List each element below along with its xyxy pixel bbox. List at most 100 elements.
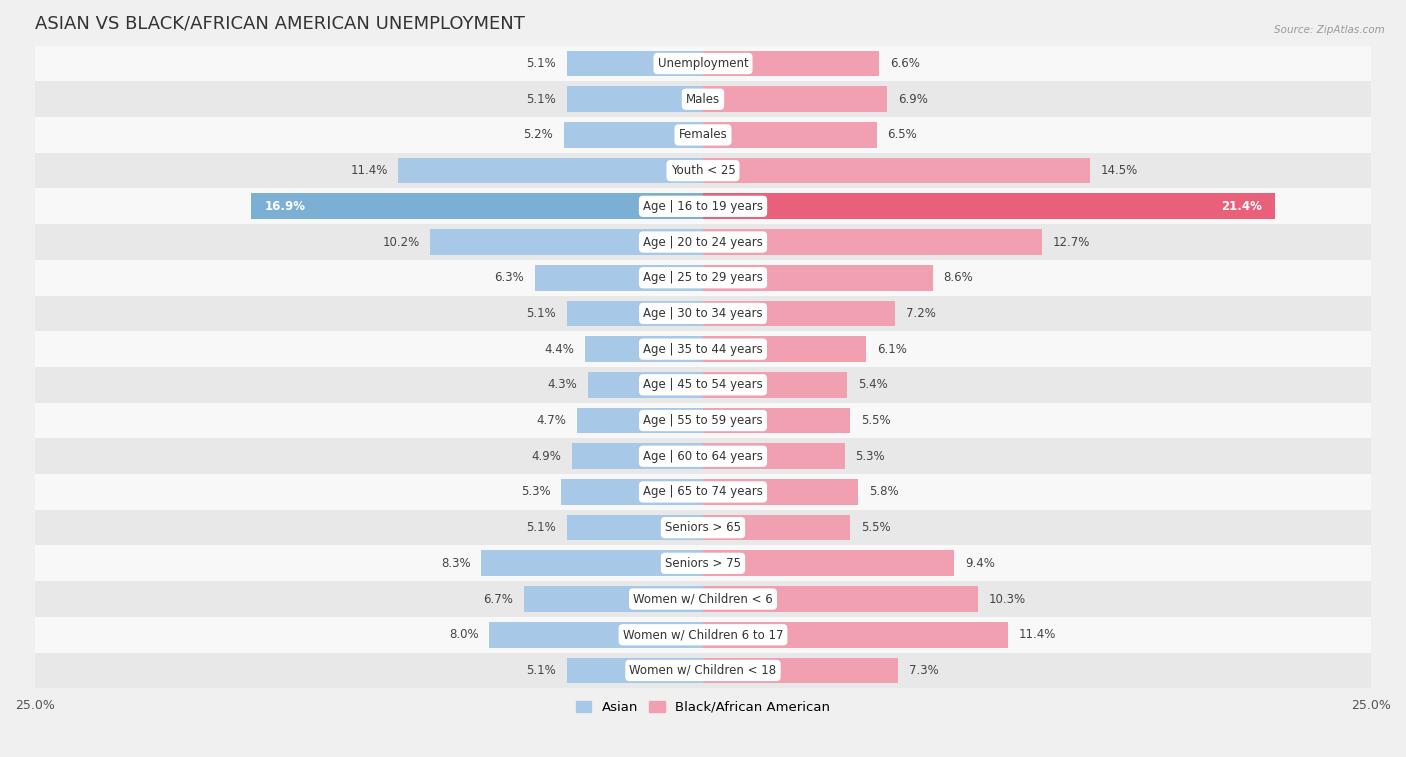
Bar	[572, 444, 703, 469]
Text: 8.6%: 8.6%	[943, 271, 973, 284]
Bar	[35, 260, 1371, 295]
Bar	[703, 336, 866, 362]
Text: 6.1%: 6.1%	[877, 343, 907, 356]
Text: 8.0%: 8.0%	[449, 628, 478, 641]
Text: 5.1%: 5.1%	[526, 307, 555, 320]
Text: Age | 35 to 44 years: Age | 35 to 44 years	[643, 343, 763, 356]
Text: 6.7%: 6.7%	[484, 593, 513, 606]
Bar	[703, 408, 851, 434]
Bar	[703, 658, 898, 684]
Text: Youth < 25: Youth < 25	[671, 164, 735, 177]
Bar	[588, 372, 703, 397]
Text: Women w/ Children < 6: Women w/ Children < 6	[633, 593, 773, 606]
Text: 5.5%: 5.5%	[860, 414, 890, 427]
Text: 6.5%: 6.5%	[887, 129, 917, 142]
Bar	[703, 479, 858, 505]
Text: 5.3%: 5.3%	[522, 485, 551, 498]
Bar	[35, 295, 1371, 332]
Bar	[703, 86, 887, 112]
Bar	[35, 653, 1371, 688]
Text: 4.3%: 4.3%	[548, 378, 578, 391]
Bar	[567, 515, 703, 540]
Text: Source: ZipAtlas.com: Source: ZipAtlas.com	[1274, 25, 1385, 35]
Text: 5.5%: 5.5%	[860, 521, 890, 534]
Text: Seniors > 75: Seniors > 75	[665, 557, 741, 570]
Text: 5.3%: 5.3%	[855, 450, 884, 463]
Bar	[252, 194, 703, 220]
Text: 9.4%: 9.4%	[965, 557, 995, 570]
Text: 4.4%: 4.4%	[546, 343, 575, 356]
Text: Unemployment: Unemployment	[658, 57, 748, 70]
Bar	[585, 336, 703, 362]
Text: Seniors > 65: Seniors > 65	[665, 521, 741, 534]
Text: 6.3%: 6.3%	[495, 271, 524, 284]
Text: Age | 16 to 19 years: Age | 16 to 19 years	[643, 200, 763, 213]
Text: Women w/ Children 6 to 17: Women w/ Children 6 to 17	[623, 628, 783, 641]
Bar	[567, 86, 703, 112]
Bar	[703, 550, 955, 576]
Text: 10.3%: 10.3%	[988, 593, 1026, 606]
Text: Age | 65 to 74 years: Age | 65 to 74 years	[643, 485, 763, 498]
Text: 5.2%: 5.2%	[523, 129, 554, 142]
Bar	[703, 622, 1008, 647]
Bar	[35, 509, 1371, 546]
Text: 5.1%: 5.1%	[526, 92, 555, 106]
Bar	[703, 301, 896, 326]
Bar	[35, 617, 1371, 653]
Text: 5.4%: 5.4%	[858, 378, 887, 391]
Bar	[703, 265, 932, 291]
Bar	[703, 122, 877, 148]
Text: Age | 60 to 64 years: Age | 60 to 64 years	[643, 450, 763, 463]
Bar	[567, 658, 703, 684]
Text: 7.3%: 7.3%	[908, 664, 939, 677]
Bar	[35, 367, 1371, 403]
Text: Age | 55 to 59 years: Age | 55 to 59 years	[643, 414, 763, 427]
Text: Women w/ Children < 18: Women w/ Children < 18	[630, 664, 776, 677]
Bar	[35, 188, 1371, 224]
Bar	[35, 45, 1371, 81]
Text: Females: Females	[679, 129, 727, 142]
Bar	[561, 479, 703, 505]
Text: 14.5%: 14.5%	[1101, 164, 1139, 177]
Bar	[703, 157, 1091, 183]
Text: 4.7%: 4.7%	[537, 414, 567, 427]
Bar	[578, 408, 703, 434]
Text: 7.2%: 7.2%	[905, 307, 936, 320]
Bar	[35, 153, 1371, 188]
Bar	[35, 332, 1371, 367]
Text: 21.4%: 21.4%	[1220, 200, 1261, 213]
Text: 10.2%: 10.2%	[382, 235, 420, 248]
Text: 16.9%: 16.9%	[264, 200, 305, 213]
Bar	[430, 229, 703, 255]
Bar	[703, 586, 979, 612]
Text: Age | 30 to 34 years: Age | 30 to 34 years	[643, 307, 763, 320]
Text: 4.9%: 4.9%	[531, 450, 561, 463]
Bar	[481, 550, 703, 576]
Bar	[35, 403, 1371, 438]
Text: 11.4%: 11.4%	[350, 164, 388, 177]
Text: Age | 20 to 24 years: Age | 20 to 24 years	[643, 235, 763, 248]
Text: Males: Males	[686, 92, 720, 106]
Bar	[703, 51, 879, 76]
Bar	[703, 372, 848, 397]
Text: Age | 25 to 29 years: Age | 25 to 29 years	[643, 271, 763, 284]
Bar	[489, 622, 703, 647]
Bar	[35, 117, 1371, 153]
Text: 5.1%: 5.1%	[526, 521, 555, 534]
Bar	[35, 546, 1371, 581]
Bar	[524, 586, 703, 612]
Text: 6.6%: 6.6%	[890, 57, 920, 70]
Text: 12.7%: 12.7%	[1053, 235, 1091, 248]
Bar	[35, 81, 1371, 117]
Bar	[398, 157, 703, 183]
Bar	[567, 301, 703, 326]
Legend: Asian, Black/African American: Asian, Black/African American	[575, 701, 831, 714]
Bar	[703, 194, 1275, 220]
Bar	[534, 265, 703, 291]
Text: 5.1%: 5.1%	[526, 664, 555, 677]
Bar	[564, 122, 703, 148]
Bar	[35, 474, 1371, 509]
Text: 5.1%: 5.1%	[526, 57, 555, 70]
Text: 11.4%: 11.4%	[1018, 628, 1056, 641]
Bar	[567, 51, 703, 76]
